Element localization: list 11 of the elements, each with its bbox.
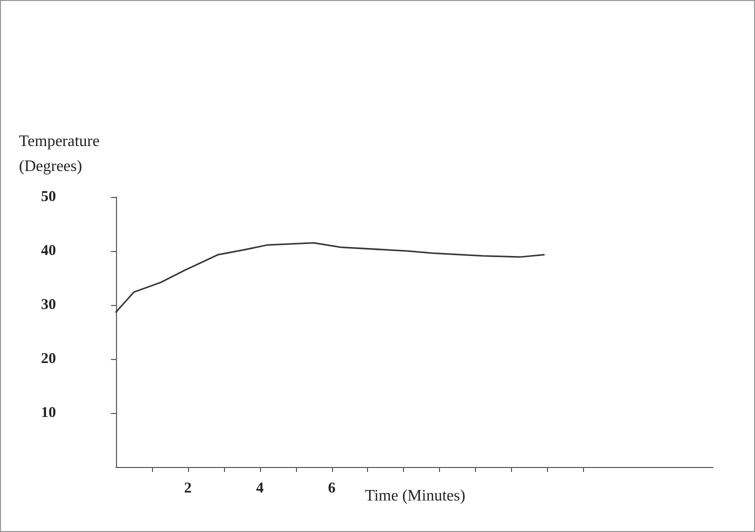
y-tick-label: 20: [41, 351, 56, 367]
y-tick-label: 10: [41, 405, 56, 421]
x-tick-label: 4: [256, 480, 264, 496]
line-series: [115, 242, 545, 313]
y-tick-label: 40: [41, 243, 56, 259]
y-axis-title: Temperature (Degrees): [19, 133, 100, 175]
x-tick-label: 6: [328, 480, 336, 496]
x-axis-title: Time (Minutes): [365, 488, 466, 504]
y-tick-label: 50: [41, 189, 56, 205]
y-tick-label: 30: [41, 297, 56, 313]
x-tick-label: 2: [184, 480, 192, 496]
